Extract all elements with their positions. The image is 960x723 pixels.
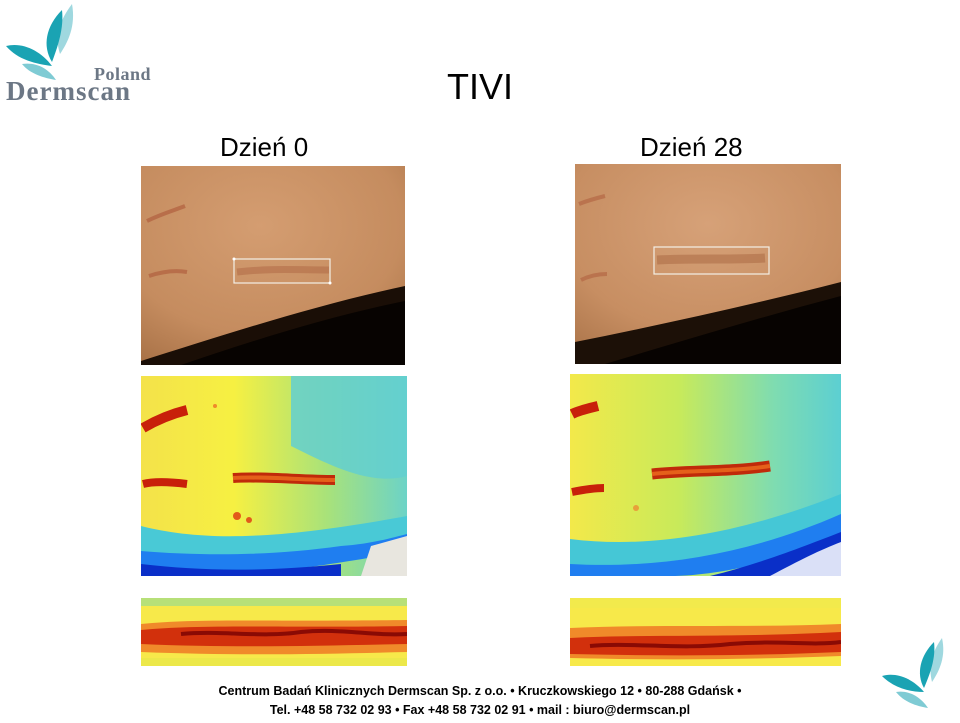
logo-leaf-icon: [6, 4, 74, 80]
footer-contact: Tel. +48 58 732 02 93 • Fax +48 58 732 0…: [269, 703, 691, 717]
tivi-zoom-strip-day28: [570, 598, 841, 666]
skin-photo-day28: [575, 164, 841, 364]
dermscan-logo: Poland Dermscan: [2, 2, 192, 106]
logo-dermscan-text: Dermscan: [6, 76, 131, 106]
column-label-day28: Dzień 28: [640, 132, 743, 162]
skin-photo-day0: [141, 166, 405, 365]
logo-poland-text: Poland: [94, 64, 152, 84]
tivi-heatmap-day28: [570, 374, 841, 576]
footer-address: Centrum Badań Klinicznych Dermscan Sp. z…: [218, 684, 742, 698]
tivi-zoom-strip-day0: [141, 598, 407, 666]
dermscan-leaf-icon: [880, 636, 960, 716]
tivi-heatmap-day0: [141, 376, 407, 576]
column-label-day0: Dzień 0: [220, 132, 309, 162]
slide-title: TIVI: [446, 66, 513, 107]
